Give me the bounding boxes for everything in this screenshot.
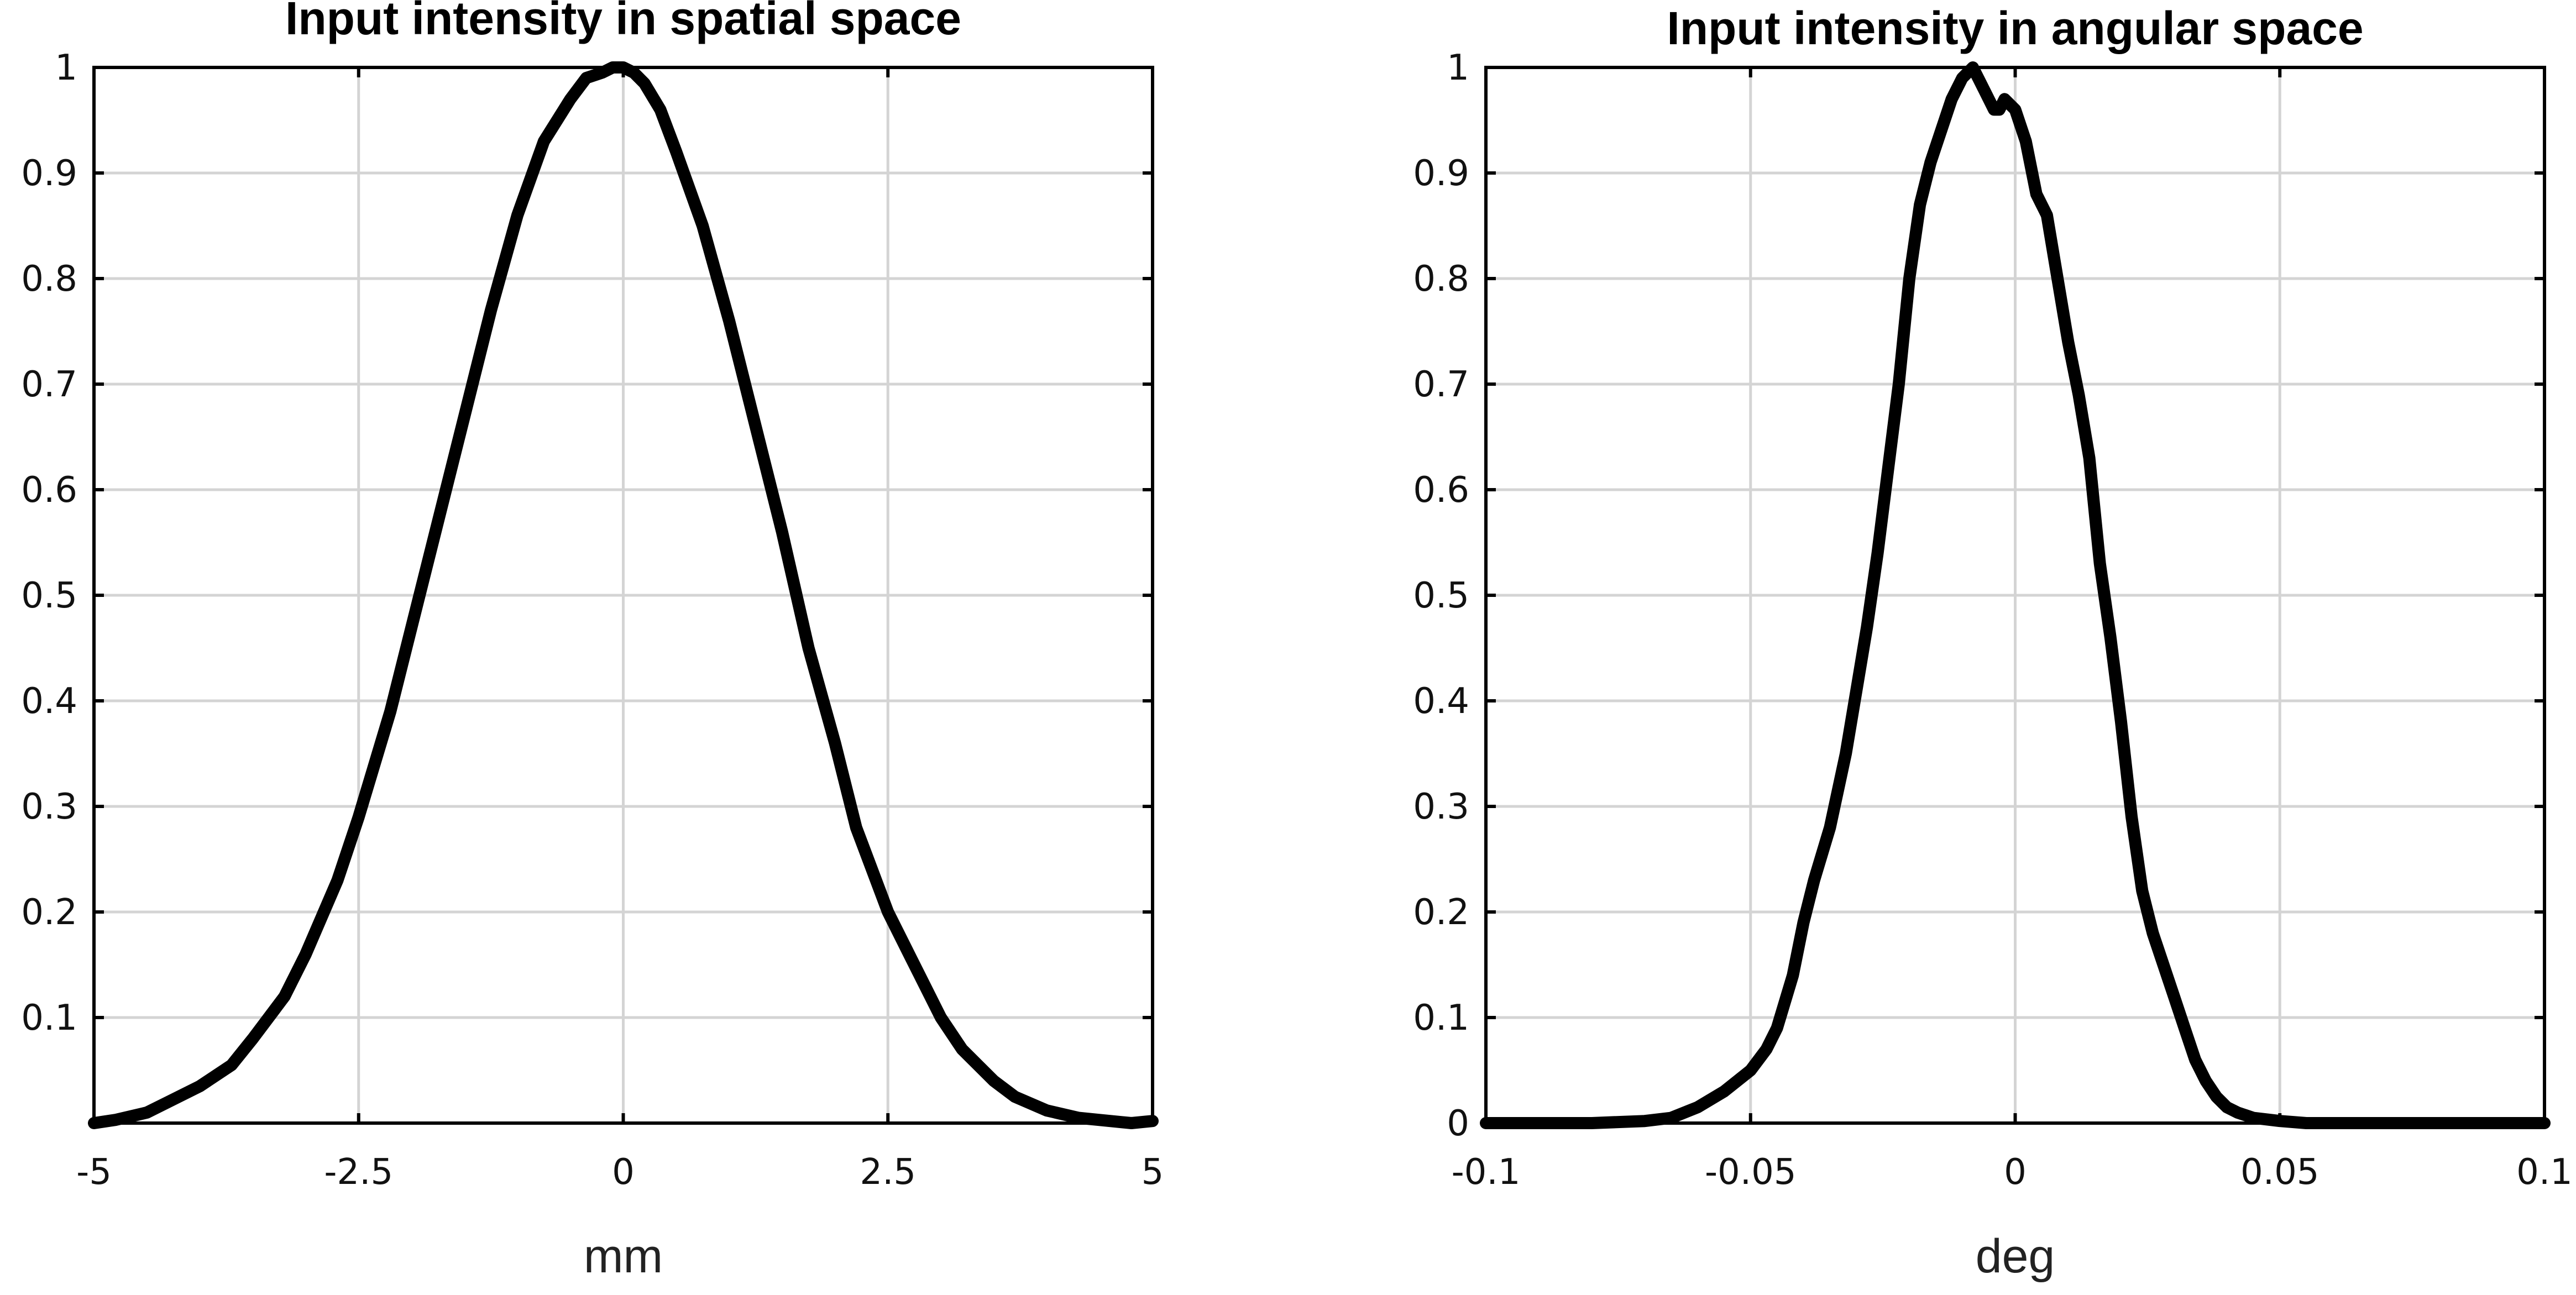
y-tick-label: 0.4 [21,681,77,722]
x-axis-label: deg [1976,1230,2055,1283]
y-tick-label: 0 [1447,1103,1469,1144]
x-tick-label: 0 [612,1152,635,1193]
y-tick-label: 1 [55,48,77,88]
x-tick-label: -2.5 [324,1152,393,1193]
chart-title: Input intensity in angular space [1667,2,2363,54]
y-tick-label: 0.6 [1413,470,1469,511]
y-tick-label: 0.5 [1413,575,1469,616]
chart-title: Input intensity in spatial space [285,0,961,44]
x-tick-label: 5 [1142,1152,1164,1193]
y-tick-label: 0.3 [1413,787,1469,827]
y-tick-label: 0.6 [21,470,77,511]
y-tick-label: 0.8 [21,259,77,300]
x-tick-label: 0 [2004,1152,2027,1193]
x-tick-label: 2.5 [860,1152,916,1193]
y-tick-label: 0.7 [1413,364,1469,405]
y-tick-label: 0.2 [1413,892,1469,933]
y-tick-label: 0.7 [21,364,77,405]
x-tick-label: -0.1 [1452,1152,1521,1193]
y-tick-label: 0.1 [21,998,77,1039]
x-tick-label: -0.05 [1705,1152,1797,1193]
x-tick-label: -5 [76,1152,112,1193]
y-tick-label: 0.9 [21,153,77,194]
y-tick-label: 0.9 [1413,153,1469,194]
intensity-curve [88,61,1159,1129]
y-tick-label: 0.4 [1413,681,1469,722]
y-tick-label: 0.5 [21,575,77,616]
x-tick-label: 0.1 [2516,1152,2573,1193]
y-tick-label: 0.1 [1413,998,1469,1039]
intensity-curve [1480,61,2551,1129]
y-tick-label: 0.3 [21,787,77,827]
y-tick-label: 1 [1447,48,1469,88]
x-axis-label: mm [584,1230,663,1283]
spatial-intensity-chart: -5 -2.5 0 2.5 5 0.1 0.2 0.3 0.4 0.5 0.6 0.7 0.8 0.9 1 I… [21,0,1164,1283]
angular-intensity-chart: -0.1 -0.05 0 0.05 0.1 0 0.1 0.2 0.3 0.4 0.5 0.6 0.7 0… [1413,2,2573,1283]
y-tick-label: 0.8 [1413,259,1469,300]
x-tick-label: 0.05 [2240,1152,2320,1193]
y-tick-label: 0.2 [21,892,77,933]
